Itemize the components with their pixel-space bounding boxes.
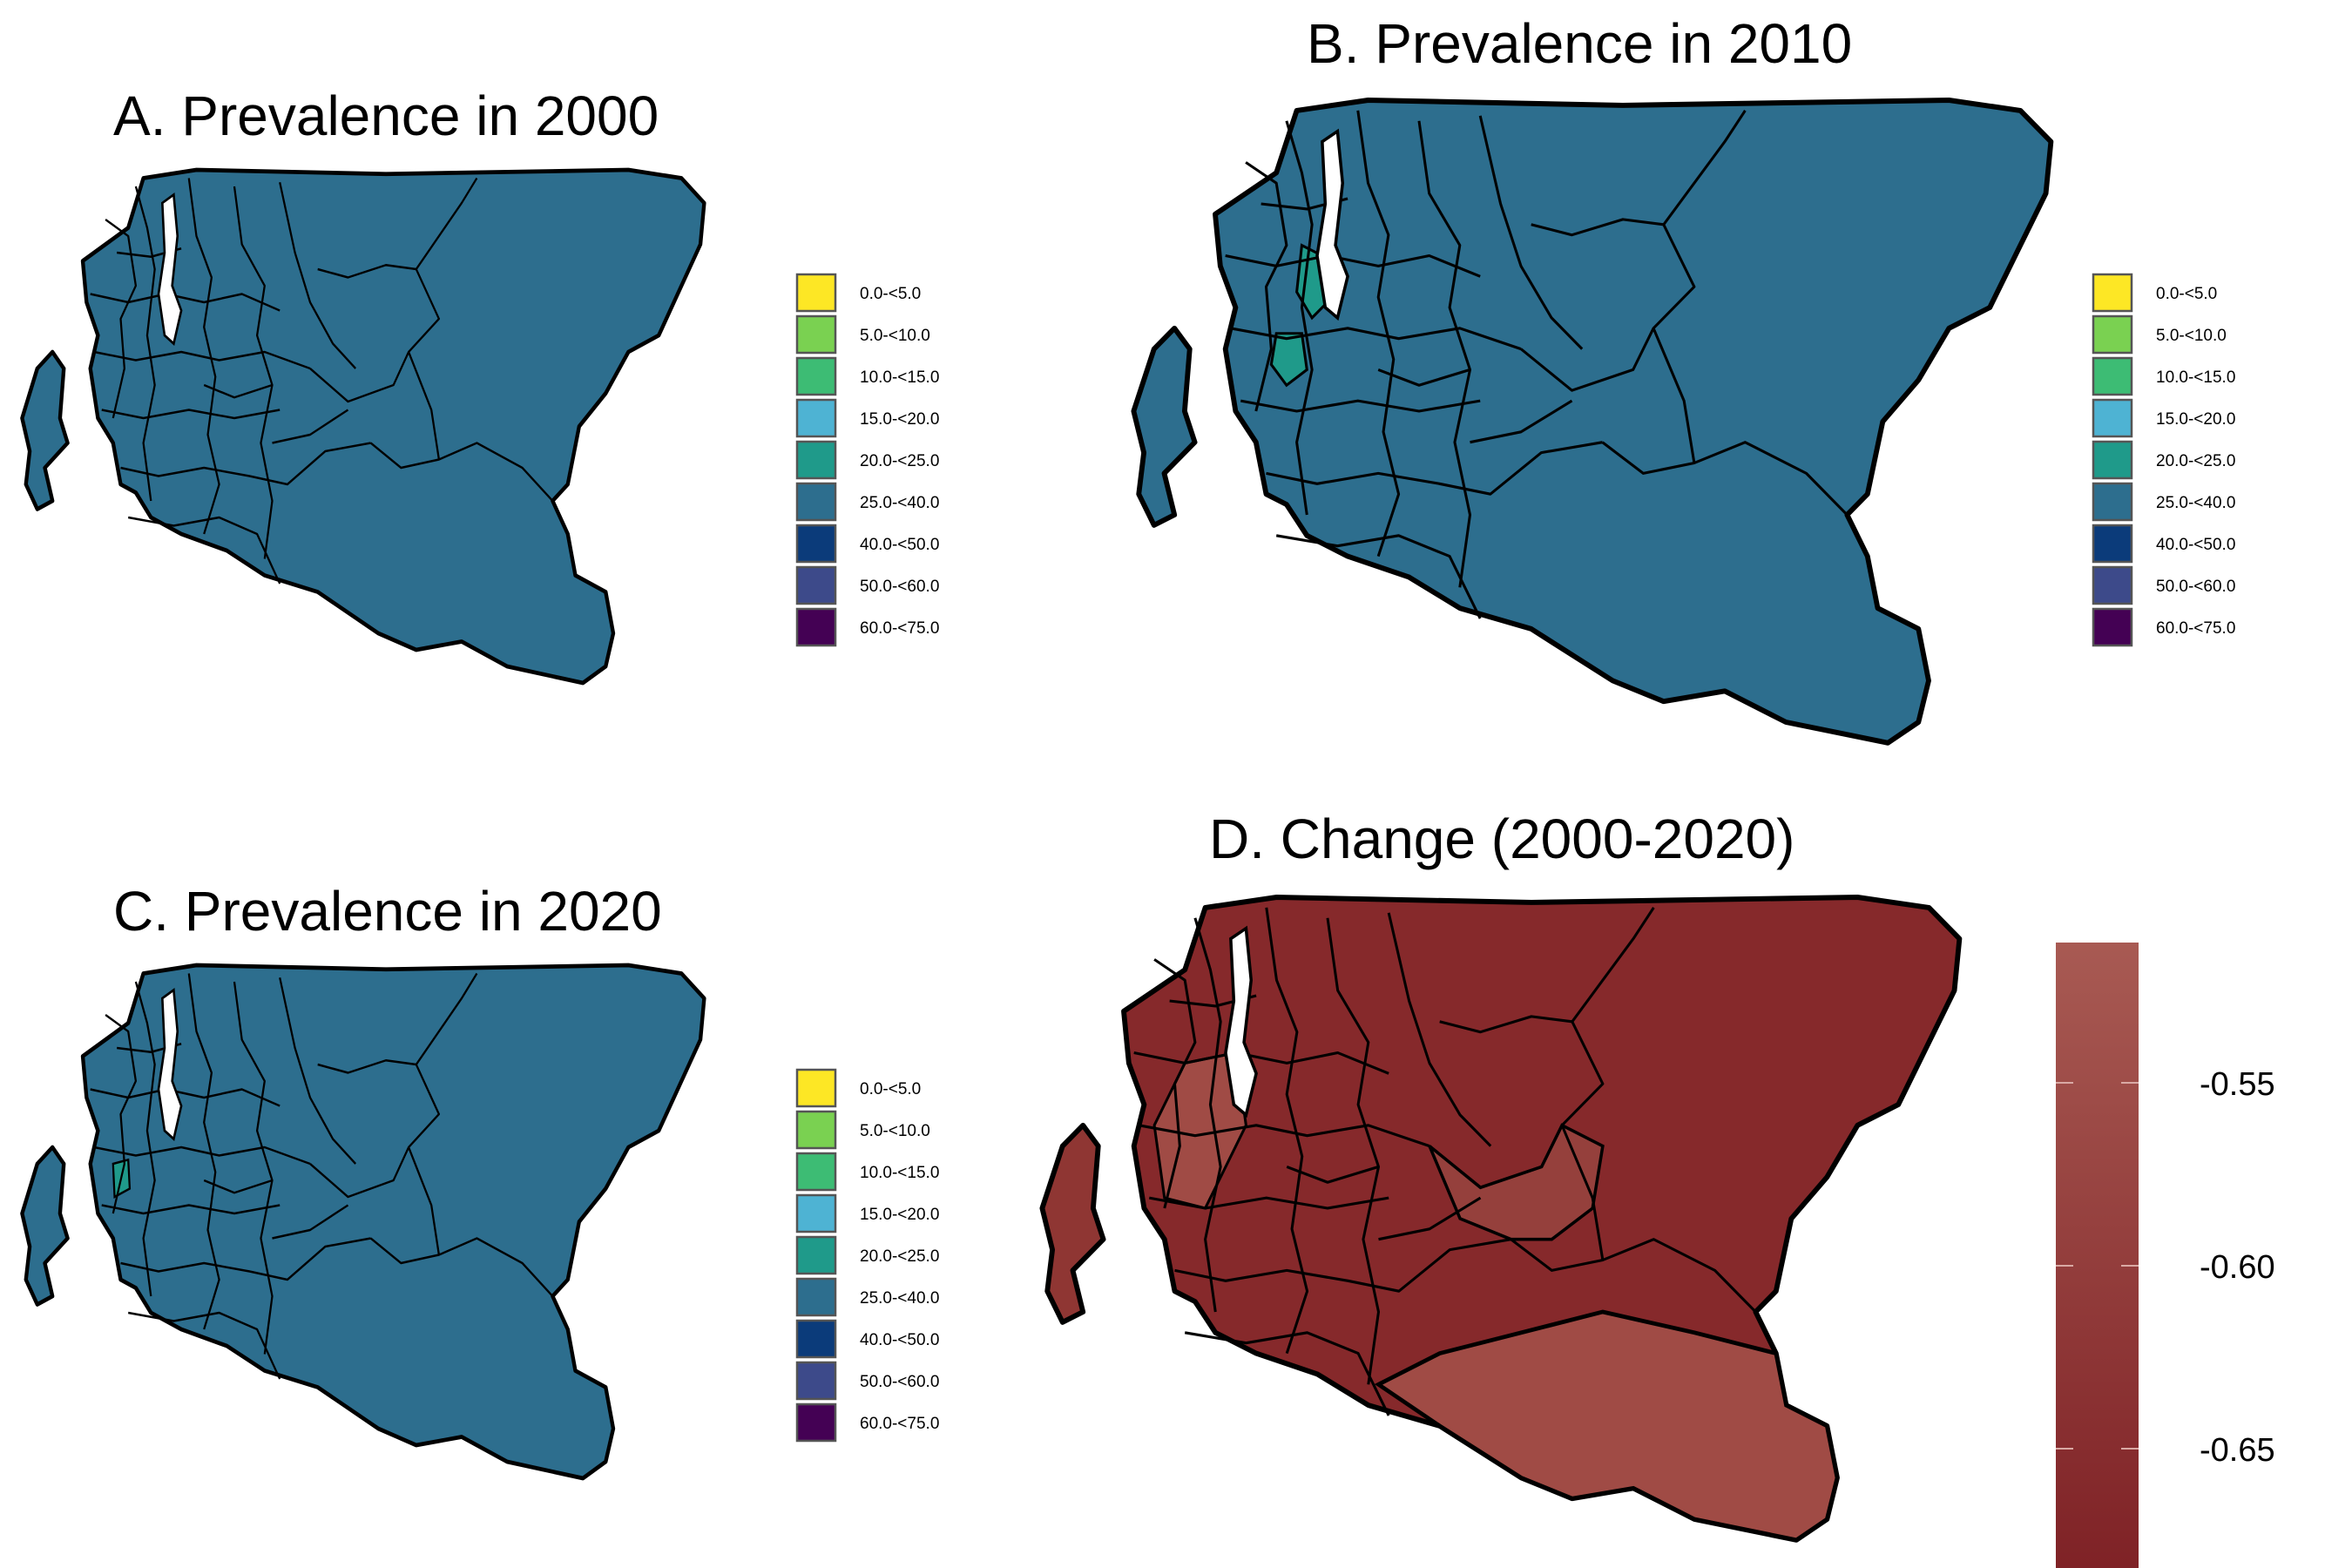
colorbar-gradient — [2056, 943, 2139, 1568]
legend-swatch — [2092, 565, 2133, 605]
legend-label: 10.0-<15.0 — [2156, 368, 2235, 387]
legend-label: 50.0-<60.0 — [860, 578, 939, 596]
legend-label: 15.0-<20.0 — [860, 410, 939, 429]
panel-c-title: C. Prevalence in 2020 — [113, 880, 662, 943]
legend-label: 40.0-<50.0 — [860, 536, 939, 554]
legend-label: 0.0-<5.0 — [860, 1080, 921, 1098]
tract-highlight — [1269, 332, 1308, 388]
legend-label: 25.0-<40.0 — [2156, 494, 2235, 512]
island-region — [1133, 328, 1194, 525]
panel-a-title: A. Prevalence in 2000 — [113, 84, 659, 147]
panel-c-map — [22, 965, 704, 1478]
legend-label: 5.0-<10.0 — [860, 1122, 930, 1140]
legend-label: 50.0-<60.0 — [2156, 578, 2235, 596]
panel-b-title: B. Prevalence in 2010 — [1307, 12, 1852, 75]
panel-b-map — [1133, 100, 2051, 743]
panel-a-legend: 0.0-<5.0 5.0-<10.0 10.0-<15.0 15.0-<20.0… — [795, 273, 939, 647]
legend-swatch — [2092, 398, 2133, 438]
legend-label: 20.0-<25.0 — [860, 452, 939, 470]
legend-swatch — [795, 1277, 837, 1317]
legend-swatch — [2092, 482, 2133, 522]
legend-swatch — [2092, 273, 2133, 313]
legend-swatch — [795, 565, 837, 605]
legend-label: 40.0-<50.0 — [2156, 536, 2235, 554]
legend-label: 40.0-<50.0 — [860, 1331, 939, 1349]
legend-swatch — [795, 273, 837, 313]
legend-label: 20.0-<25.0 — [860, 1247, 939, 1266]
panel-a-map — [22, 170, 704, 683]
legend-swatch — [2092, 356, 2133, 396]
legend-swatch — [2092, 314, 2133, 355]
legend-label: 5.0-<10.0 — [860, 327, 930, 345]
legend-swatch — [795, 1152, 837, 1192]
panel-b-legend: 0.0-<5.0 5.0-<10.0 10.0-<15.0 15.0-<20.0… — [2092, 273, 2235, 647]
legend-label: 0.0-<5.0 — [860, 285, 921, 303]
panel-d: D. Change (2000-2020) -0.55 — [1042, 808, 2275, 1568]
change-region-light — [1374, 1309, 1840, 1543]
island-region — [1042, 1125, 1103, 1322]
legend-swatch — [795, 1319, 837, 1359]
legend-swatch — [795, 607, 837, 647]
legend-label: 5.0-<10.0 — [2156, 327, 2227, 345]
legend-swatch — [795, 1068, 837, 1108]
panel-c-legend: 0.0-<5.0 5.0-<10.0 10.0-<15.0 15.0-<20.0… — [795, 1068, 939, 1443]
legend-swatch — [795, 524, 837, 564]
panel-d-colorbar: -0.55 -0.60 -0.65 — [2056, 943, 2275, 1568]
legend-label: 10.0-<15.0 — [860, 1164, 939, 1182]
legend-swatch — [2092, 607, 2133, 647]
legend-swatch — [795, 398, 837, 438]
legend-label: 25.0-<40.0 — [860, 494, 939, 512]
legend-label: 60.0-<75.0 — [2156, 619, 2235, 638]
colorbar-tick-label: -0.60 — [2200, 1249, 2275, 1286]
panel-d-map — [1042, 897, 1959, 1540]
legend-label: 20.0-<25.0 — [2156, 452, 2235, 470]
panel-a: A. Prevalence in 2000 0.0-<5.0 5.0-<10.0… — [22, 84, 939, 683]
colorbar-tick-label: -0.55 — [2200, 1066, 2275, 1103]
panel-c: C. Prevalence in 2020 0.0-<5.0 5.0-<10.0… — [22, 880, 939, 1478]
colorbar-tick-label: -0.65 — [2200, 1432, 2275, 1469]
island-region — [22, 1147, 67, 1305]
legend-swatch — [795, 356, 837, 396]
legend-swatch — [2092, 524, 2133, 564]
island-region — [22, 352, 67, 510]
legend-label: 15.0-<20.0 — [2156, 410, 2235, 429]
legend-swatch — [795, 314, 837, 355]
legend-swatch — [795, 1361, 837, 1401]
legend-label: 50.0-<60.0 — [860, 1373, 939, 1391]
legend-label: 15.0-<20.0 — [860, 1206, 939, 1224]
legend-label: 25.0-<40.0 — [860, 1289, 939, 1308]
legend-swatch — [795, 1402, 837, 1443]
legend-swatch — [2092, 440, 2133, 480]
legend-swatch — [795, 1235, 837, 1275]
legend-swatch — [795, 482, 837, 522]
legend-label: 10.0-<15.0 — [860, 368, 939, 387]
legend-swatch — [795, 1193, 837, 1233]
legend-label: 60.0-<75.0 — [860, 1415, 939, 1433]
legend-label: 60.0-<75.0 — [860, 619, 939, 638]
legend-swatch — [795, 1110, 837, 1150]
legend-swatch — [795, 440, 837, 480]
panel-b: B. Prevalence in 2010 0.0-<5.0 5.0-<10.0… — [1133, 12, 2235, 743]
panel-d-title: D. Change (2000-2020) — [1209, 808, 1794, 870]
legend-label: 0.0-<5.0 — [2156, 285, 2217, 303]
